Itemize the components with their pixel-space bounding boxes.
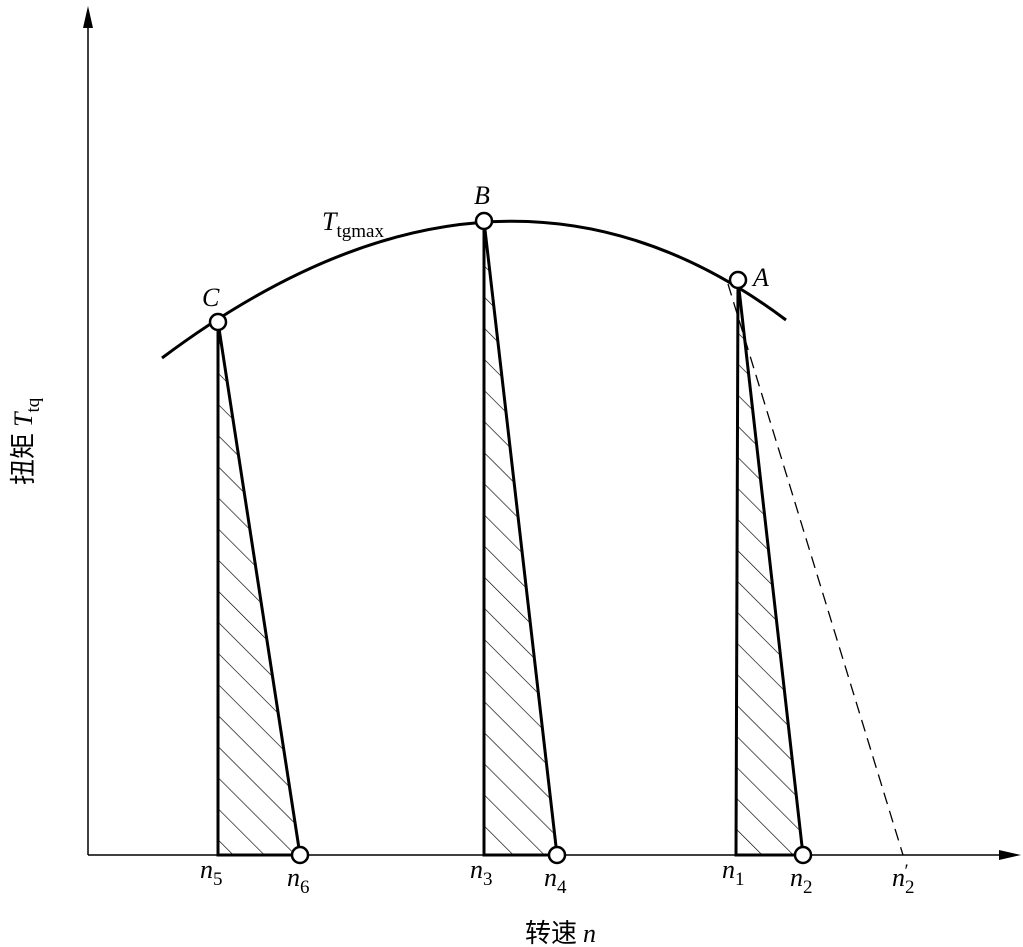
tick-label: n2′ (892, 861, 915, 898)
tick-symbol: n (790, 863, 803, 892)
tick-sub: 2 (905, 877, 915, 898)
point-a (728, 270, 748, 290)
tick-label: n1 (722, 855, 745, 890)
x-label-symbol: n (583, 919, 596, 947)
tick-symbol: n (287, 863, 300, 892)
tick-label: n3 (470, 855, 493, 890)
dashed-line (727, 283, 904, 856)
tick-symbol: n (722, 855, 735, 884)
point-b (474, 211, 494, 231)
tick-sub: 1 (735, 869, 745, 890)
tick-sub: 6 (300, 877, 310, 898)
point-n4 (547, 845, 567, 865)
tick-sub: 2 (803, 877, 813, 898)
tick-symbol: n (470, 855, 483, 884)
tick-symbol: n (544, 863, 557, 892)
curve-sub: tgmax (336, 221, 384, 242)
curve-label: Ttgmax (322, 207, 384, 242)
y-label-sub: tq (23, 397, 44, 412)
torque-curve (161, 219, 787, 360)
point-label: A (751, 263, 769, 292)
tick-symbol: n (200, 855, 213, 884)
tick-symbol: n (892, 863, 905, 892)
tick-sup: ′ (905, 861, 909, 882)
x-label-text: 转速 (525, 919, 577, 947)
tick-label: n4 (544, 863, 567, 898)
tick-sub: 4 (557, 877, 567, 898)
tick-label: n6 (287, 863, 310, 898)
y-axis-label: 扭矩 Ttq (9, 397, 44, 485)
region-a (734, 279, 805, 857)
tick-sub: 5 (213, 869, 223, 890)
x-arrow (999, 850, 1021, 860)
curve-symbol: T (322, 207, 338, 236)
x-axis-label: 转速 n (525, 919, 596, 947)
point-label: B (474, 181, 490, 210)
y-label-text: 扭矩 (9, 433, 38, 485)
y-label-symbol: T (9, 411, 38, 427)
point-n2 (793, 845, 813, 865)
point-n6 (290, 845, 310, 865)
point-label: C (202, 283, 220, 312)
region-b (482, 220, 559, 857)
tick-label: n2 (790, 863, 813, 898)
y-arrow (83, 6, 93, 28)
tick-label: n5 (200, 855, 223, 890)
point-c (208, 312, 228, 332)
tick-sub: 3 (483, 869, 493, 890)
region-c (216, 321, 302, 857)
